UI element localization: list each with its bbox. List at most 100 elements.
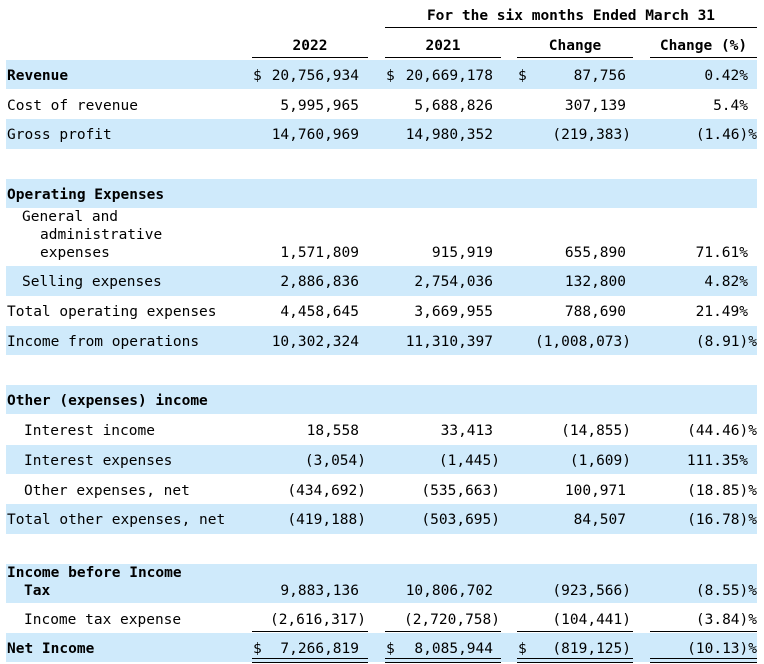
total-double-rule-change [517, 658, 633, 663]
row-label-revenue: Revenue [7, 68, 69, 84]
cell-interest-income-pct: (44.46)% [687, 423, 757, 439]
cell-net-income-change: (819,125) [552, 641, 631, 657]
cell-revenue-pct: 0.42% [704, 68, 748, 84]
row-label-cost-of-revenue: Cost of revenue [7, 98, 138, 114]
row-label-income-before-tax-line2: Tax [24, 583, 51, 599]
total-double-rule-2022 [252, 658, 368, 663]
row-band-interest-expenses [6, 445, 757, 474]
cell-interest-expenses-change: (1,609) [569, 453, 631, 469]
currency-symbol: $ [386, 641, 395, 657]
cell-income-before-tax-2021: 10,806,702 [405, 583, 493, 599]
cell-gross-profit-2022: 14,760,969 [271, 127, 359, 143]
cell-total-other-2021: (503,695) [421, 512, 500, 528]
header-rule-change-pct [650, 57, 757, 58]
cell-income-tax-expense-2021: (2,720,758) [403, 612, 500, 628]
cell-general-admin-pct: 71.61% [695, 245, 748, 261]
row-label-general-admin-line1: General and [22, 209, 119, 225]
row-label-interest-income: Interest income [24, 423, 155, 439]
row-band-net-income [6, 633, 757, 662]
cell-general-admin-2021: 915,919 [431, 245, 493, 261]
row-label-total-other: Total other expenses, net [7, 512, 226, 528]
currency-symbol: $ [253, 641, 262, 657]
cell-gross-profit-change: (219,383) [552, 127, 631, 143]
cell-total-other-change: 84,507 [573, 512, 626, 528]
col-header-change-pct: Change (%) [659, 38, 748, 54]
cell-cost-of-revenue-pct: 5.4% [713, 98, 748, 114]
header-rule-2021 [385, 57, 501, 58]
cell-selling-pct: 4.82% [704, 274, 748, 290]
row-label-other-expenses-net: Other expenses, net [24, 483, 190, 499]
row-band-operating-expenses [6, 179, 757, 208]
cell-total-operating-pct: 21.49% [695, 304, 748, 320]
cell-income-tax-expense-2022: (2,616,317) [269, 612, 366, 628]
cell-interest-expenses-pct: 111.35% [686, 453, 748, 469]
cell-other-expenses-net-2021: (535,663) [421, 483, 500, 499]
cell-cost-of-revenue-2022: 5,995,965 [280, 98, 359, 114]
row-label-total-operating: Total operating expenses [7, 304, 217, 320]
section-heading-operating-expenses: Operating Expenses [7, 187, 165, 203]
subtotal-rule-change-pct [650, 631, 757, 632]
cell-interest-expenses-2022: (3,054) [304, 453, 366, 469]
cell-interest-expenses-2021: (1,445) [438, 453, 500, 469]
row-band-selling [6, 266, 757, 296]
row-band-other-income [6, 385, 757, 414]
total-double-rule-2021 [385, 658, 501, 663]
cell-income-tax-expense-pct: (3.84)% [695, 612, 757, 628]
row-band-income-before-tax [6, 564, 757, 603]
row-label-income-from-operations: Income from operations [7, 334, 200, 350]
currency-symbol: $ [253, 68, 262, 84]
col-header-2021: 2021 [425, 38, 461, 54]
subtotal-rule-change [517, 631, 633, 632]
cell-income-tax-expense-change: (104,441) [552, 612, 631, 628]
cell-gross-profit-2021: 14,980,352 [405, 127, 493, 143]
row-band-revenue [6, 60, 757, 89]
cell-income-from-operations-change: (1,008,073) [534, 334, 631, 350]
row-band-gross-profit [6, 119, 757, 149]
row-label-selling: Selling expenses [22, 274, 162, 290]
cell-interest-income-change: (14,855) [561, 423, 631, 439]
row-label-general-admin-line2: administrative [40, 227, 163, 243]
cell-gross-profit-pct: (1.46)% [695, 127, 757, 143]
period-header: For the six months Ended March 31 [426, 8, 716, 24]
row-label-interest-expenses: Interest expenses [24, 453, 173, 469]
cell-cost-of-revenue-2021: 5,688,826 [414, 98, 493, 114]
currency-symbol: $ [518, 68, 527, 84]
cell-total-operating-change: 788,690 [564, 304, 626, 320]
row-label-income-before-tax-line1: Income before Income [7, 565, 182, 581]
cell-total-other-pct: (16.78)% [687, 512, 757, 528]
col-header-change: Change [548, 38, 602, 54]
cell-income-before-tax-change: (923,566) [552, 583, 631, 599]
currency-symbol: $ [386, 68, 395, 84]
cell-interest-income-2021: 33,413 [440, 423, 493, 439]
cell-other-expenses-net-pct: (18.85)% [687, 483, 757, 499]
cell-total-operating-2021: 3,669,955 [414, 304, 493, 320]
row-label-gross-profit: Gross profit [7, 127, 112, 143]
section-heading-other-income: Other (expenses) income [7, 393, 208, 409]
period-header-rule [385, 27, 757, 28]
row-band-income-from-operations [6, 326, 757, 355]
header-rule-2022 [252, 57, 368, 58]
currency-symbol: $ [518, 641, 527, 657]
header-rule-change [517, 57, 633, 58]
cell-selling-2022: 2,886,836 [280, 274, 359, 290]
cell-selling-change: 132,800 [564, 274, 626, 290]
cell-income-from-operations-2021: 11,310,397 [405, 334, 493, 350]
cell-interest-income-2022: 18,558 [306, 423, 359, 439]
cell-revenue-2021: 20,669,178 [405, 68, 493, 84]
cell-net-income-2021: 8,085,944 [414, 641, 493, 657]
row-label-income-tax-expense: Income tax expense [24, 612, 182, 628]
cell-income-from-operations-pct: (8.91)% [695, 334, 757, 350]
cell-total-other-2022: (419,188) [287, 512, 366, 528]
cell-revenue-change: 87,756 [573, 68, 626, 84]
cell-general-admin-change: 655,890 [564, 245, 626, 261]
cell-revenue-2022: 20,756,934 [271, 68, 359, 84]
cell-income-before-tax-2022: 9,883,136 [280, 583, 359, 599]
row-label-general-admin-line3: expenses [40, 245, 110, 261]
cell-other-expenses-net-2022: (434,692) [287, 483, 366, 499]
subtotal-rule-2021 [385, 631, 501, 632]
cell-selling-2021: 2,754,036 [414, 274, 493, 290]
row-band-total-other [6, 504, 757, 534]
cell-total-operating-2022: 4,458,645 [280, 304, 359, 320]
col-header-2022: 2022 [292, 38, 328, 54]
cell-cost-of-revenue-change: 307,139 [564, 98, 626, 114]
